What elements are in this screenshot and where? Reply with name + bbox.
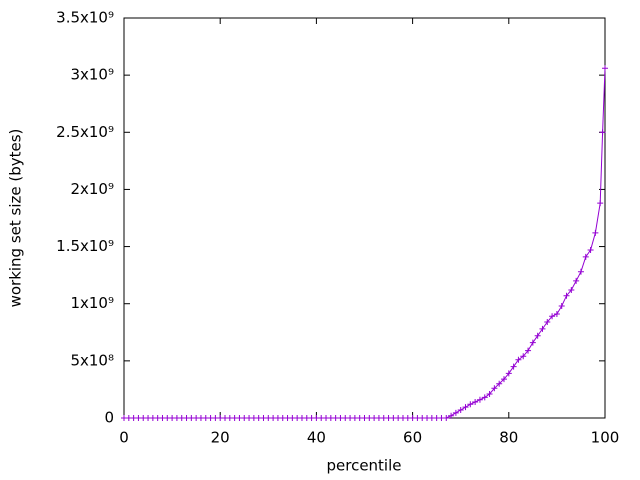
point-marker — [529, 339, 536, 346]
point-marker — [544, 319, 551, 325]
x-tick-label: 80 — [499, 429, 518, 447]
point-marker — [534, 332, 541, 339]
x-tick-label: 40 — [307, 429, 326, 447]
y-tick-label: 5x10⁸ — [70, 351, 114, 369]
point-marker — [599, 129, 606, 136]
x-tick-label: 100 — [591, 429, 620, 447]
point-marker — [486, 391, 493, 397]
x-tick-label: 20 — [211, 429, 230, 447]
y-axis-label: working set size (bytes) — [7, 129, 25, 308]
point-marker — [481, 394, 488, 401]
point-marker — [602, 65, 608, 72]
y-tick-label: 3x10⁹ — [70, 66, 114, 84]
point-marker — [553, 311, 560, 317]
point-marker — [587, 247, 594, 253]
y-tick-label: 2.5x10⁹ — [56, 123, 114, 141]
point-marker — [476, 396, 483, 403]
point-marker — [510, 363, 517, 370]
plot-frame — [123, 17, 606, 419]
point-marker — [472, 399, 479, 405]
point-marker — [549, 313, 556, 320]
point-marker — [568, 287, 575, 293]
y-tick-label: 1.5x10⁹ — [56, 237, 114, 255]
point-marker — [443, 415, 450, 421]
point-marker — [467, 401, 474, 408]
point-marker — [525, 347, 532, 354]
point-marker — [452, 409, 459, 416]
point-marker — [573, 277, 580, 284]
point-marker — [457, 407, 464, 413]
x-axis-label: percentile — [326, 457, 401, 475]
point-marker — [558, 303, 565, 309]
point-marker — [539, 325, 546, 332]
point-marker — [491, 385, 498, 392]
point-marker — [520, 353, 527, 360]
y-tick-label: 0 — [104, 409, 114, 427]
x-tick-label: 60 — [403, 429, 422, 447]
point-marker — [448, 412, 455, 419]
y-tick-label: 1x10⁹ — [70, 294, 114, 312]
y-tick-label: 2x10⁹ — [70, 180, 114, 198]
point-marker — [563, 292, 570, 299]
point-marker — [582, 253, 589, 260]
point-marker — [515, 356, 522, 363]
point-marker — [462, 404, 469, 411]
point-marker — [592, 229, 599, 236]
data-line — [124, 68, 606, 419]
point-marker — [500, 376, 507, 383]
point-marker — [505, 370, 512, 377]
point-marker — [496, 380, 503, 387]
x-tick-label: 0 — [119, 429, 129, 447]
y-tick-label: 3.5x10⁹ — [56, 9, 114, 27]
point-marker — [577, 268, 584, 275]
point-marker — [597, 200, 604, 207]
